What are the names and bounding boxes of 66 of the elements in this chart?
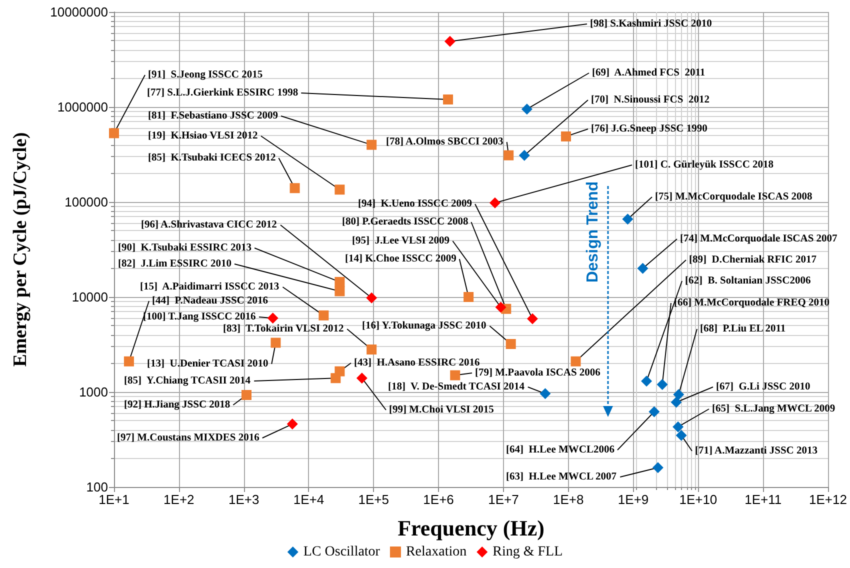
y-axis-title: Emergy per Cycle (pJ/Cycle) <box>10 132 31 367</box>
annotation: [90] K.Tsubaki ESSIRC 2013 <box>118 242 252 254</box>
y-tick-label: 100 <box>86 480 108 494</box>
x-axis-title: Frequency (Hz) <box>398 516 544 540</box>
x-tick-label: 1E+3 <box>228 492 260 507</box>
x-tick-label: 1E+5 <box>358 492 390 507</box>
annotation: [44] P.Nadeau JSSC 2016 <box>152 296 268 306</box>
annotation: [99] M.Choi VLSI 2015 <box>389 404 494 416</box>
x-tick-label: 1E+9 <box>618 492 649 507</box>
legend-label: Ring & FLL <box>492 544 563 560</box>
annotation: [65] S.L.Jang MWCL 2009 <box>712 404 836 414</box>
annotation: [83] T.Tokairin VLSI 2012 <box>223 324 344 334</box>
y-tick-label: 10000 <box>72 290 108 304</box>
annotation: [66] M.McCorquodale FREQ 2010 <box>674 298 830 308</box>
annotation: [18] V. De-Smedt TCASI 2014 <box>388 382 526 392</box>
x-tick-label: 1E+2 <box>164 492 194 507</box>
x-tick-label: 1E+10 <box>679 492 718 507</box>
x-tick-label: 1E+11 <box>744 492 782 507</box>
annotation: [13] U.Denier TCASI 2010 <box>147 358 268 370</box>
annotation: [97] M.Coustans MIXDES 2016 <box>117 432 260 444</box>
annotation: [82] J.Lim ESSIRC 2010 <box>118 258 232 270</box>
annotation: [43] H.Asano ESSIRC 2016 <box>354 358 480 368</box>
annotation: [89] D.Cherniak RFIC 2017 <box>689 254 816 266</box>
annotation: [91] S.Jeong ISSCC 2015 <box>148 70 263 80</box>
annotation: [16] Y.Tokunaga JSSC 2010 <box>362 320 486 332</box>
annotation: [98] S.Kashmiri JSSC 2010 <box>590 18 712 30</box>
annotation: [74] M.McCorquodale ISCAS 2007 <box>680 234 838 244</box>
annotation: [81] F.Sebastiano JSSC 2009 <box>148 110 278 122</box>
y-tick-label: 100000 <box>64 194 108 210</box>
legend-label: Relaxation <box>406 544 467 560</box>
annotation: [92] H.Jiang JSSC 2018 <box>124 400 230 410</box>
annotation: [19] K.Hsiao VLSI 2012 <box>148 130 258 142</box>
annotation: [68] P.Liu EL 2011 <box>700 324 786 334</box>
y-tick-label: 10000000 <box>50 4 108 20</box>
x-tick-label: 1E+6 <box>423 492 454 507</box>
legend-label: LC Oscillator <box>303 544 380 560</box>
annotation: [78] A.Olmos SBCCI 2003 <box>386 136 504 148</box>
annotation: [101] C. Gürleyük ISSCC 2018 <box>635 160 774 170</box>
y-tick-label: 1000000 <box>57 100 108 114</box>
annotation: [70] N.Sinoussi FCS 2012 <box>591 94 710 106</box>
annotation: [62] B. Soltanian JSSC2006 <box>685 276 811 286</box>
annotation: [63] H.Lee MWCL 2007 <box>506 472 617 482</box>
x-tick-label: 1E+8 <box>552 492 584 507</box>
annotation: [67] G.Li JSSC 2010 <box>716 382 810 392</box>
annotation: Design Trend <box>584 181 602 283</box>
annotation: [85] Y.Chiang TCASII 2014 <box>124 376 252 386</box>
annotation: [77] S.L.J.Gierkink ESSIRC 1998 <box>147 88 298 98</box>
x-tick-label: 1E+1 <box>98 492 130 507</box>
x-tick-label: 1E+12 <box>809 492 847 507</box>
annotation: [64] H.Lee MWCL2006 <box>506 444 614 456</box>
annotation: [76] J.G.Sneep JSSC 1990 <box>591 124 708 134</box>
annotation: [75] M.McCorquodale ISCAS 2008 <box>655 192 812 202</box>
annotation: [71] A.Mazzanti JSSC 2013 <box>695 446 818 456</box>
annotation: [14] K.Choe ISSCC 2009 <box>345 254 456 264</box>
annotation: [96] A.Shrivastava CICC 2012 <box>141 220 277 230</box>
annotation: [69] A.Ahmed FCS 2011 <box>592 68 706 78</box>
annotation: [79] M.Paavola ISCAS 2006 <box>475 368 600 378</box>
annotation: [94] K.Ueno ISSCC 2009 <box>358 198 472 210</box>
annotation: [100] T.Jang ISSCC 2016 <box>143 312 256 322</box>
x-tick-label: 1E+4 <box>293 492 324 507</box>
annotation: [95] J.Lee VLSI 2009 <box>352 236 450 246</box>
y-tick-label: 1000 <box>79 384 108 400</box>
annotation: [15] A.Paidimarri ISSCC 2013 <box>140 282 280 292</box>
annotation: [85] K.Tsubaki ICECS 2012 <box>148 152 276 164</box>
annotation: [80] P.Geraedts ISSCC 2008 <box>342 216 468 228</box>
x-tick-label: 1E+7 <box>488 492 519 507</box>
